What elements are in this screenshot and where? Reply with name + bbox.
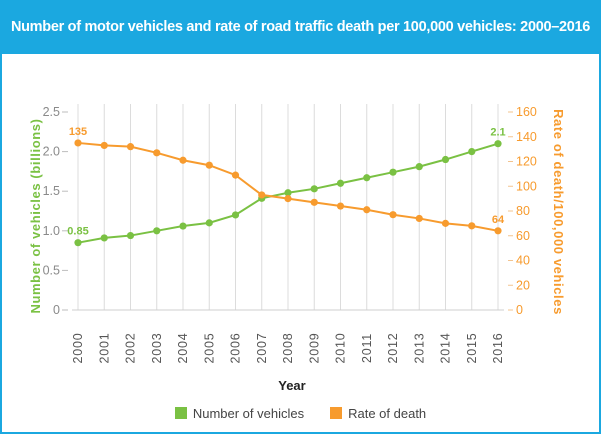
right-axis-title: Rate of death/100,000 vehicles — [551, 109, 566, 315]
data-label-vehicles-2000: 0.85 — [67, 226, 88, 238]
x-tick-label-2005: 2005 — [202, 332, 216, 363]
left-tick-label: 2.5 — [43, 105, 60, 119]
left-tick-label: 1.5 — [43, 184, 60, 198]
chart-title: Number of motor vehicles and rate of roa… — [10, 19, 591, 35]
legend-swatch-death-rate — [330, 407, 343, 419]
x-tick-label-2010: 2010 — [334, 332, 348, 363]
legend-label-vehicles: Number of vehicles — [192, 405, 305, 421]
point-death-rate-2006 — [231, 171, 240, 179]
legend-item-vehicles: Number of vehicles — [174, 405, 305, 421]
x-tick-label-2011: 2011 — [360, 333, 374, 363]
point-vehicles-2004 — [179, 222, 187, 230]
point-vehicles-2006 — [231, 211, 240, 219]
left-tick-label: 2.0 — [43, 145, 60, 159]
left-tick-label: 1.0 — [43, 224, 60, 238]
x-tick-label-2014: 2014 — [439, 332, 453, 363]
point-vehicles-2008 — [284, 189, 292, 197]
x-tick-label-2003: 2003 — [150, 332, 164, 363]
legend-item-death-rate: Rate of death — [330, 406, 426, 421]
point-death-rate-2000 — [74, 139, 82, 147]
point-death-rate-2016 — [494, 227, 502, 235]
point-death-rate-2001 — [100, 141, 108, 150]
right-tick-label: 20 — [516, 278, 530, 292]
x-tick-label-2001: 2001 — [97, 332, 111, 363]
x-tick-label-2013: 2013 — [412, 332, 426, 363]
point-vehicles-2005 — [205, 219, 213, 227]
right-tick-label: 40 — [516, 254, 530, 268]
point-vehicles-2010 — [336, 179, 345, 187]
point-death-rate-2003 — [153, 149, 161, 157]
x-tick-label-2002: 2002 — [124, 332, 138, 363]
point-vehicles-2009 — [310, 185, 318, 193]
legend-label-death-rate: Rate of death — [348, 405, 427, 421]
point-death-rate-2015 — [468, 222, 476, 230]
right-tick-label: 120 — [516, 155, 537, 169]
point-death-rate-2005 — [205, 161, 213, 169]
point-death-rate-2007 — [258, 191, 266, 199]
right-tick-label: 160 — [516, 105, 537, 119]
data-label-vehicles-2016: 2.1 — [490, 127, 505, 139]
right-tick-label: 0 — [516, 303, 523, 317]
right-tick-label: 80 — [516, 204, 530, 218]
point-death-rate-2012 — [389, 211, 397, 219]
x-tick-label-2007: 2007 — [255, 332, 269, 363]
point-vehicles-2015 — [468, 148, 476, 156]
legend: Number of vehicles Rate of death — [0, 402, 601, 424]
x-tick-label-2012: 2012 — [386, 332, 400, 363]
x-tick-label-2016: 2016 — [491, 332, 505, 363]
x-tick-label-2009: 2009 — [307, 332, 321, 363]
point-vehicles-2011 — [363, 174, 371, 182]
right-tick-label: 100 — [516, 179, 537, 193]
point-vehicles-2014 — [441, 155, 450, 164]
point-death-rate-2009 — [310, 198, 318, 206]
data-label-death-rate-2016: 64 — [492, 214, 505, 226]
x-tick-label-2015: 2015 — [465, 332, 479, 363]
x-tick-label-2008: 2008 — [281, 332, 295, 363]
point-death-rate-2010 — [336, 202, 345, 210]
point-vehicles-2012 — [389, 168, 397, 176]
point-vehicles-2013 — [415, 163, 423, 171]
point-death-rate-2004 — [179, 156, 187, 164]
left-tick-label: 0 — [53, 303, 60, 317]
x-tick-label-2006: 2006 — [229, 332, 243, 363]
point-vehicles-2000 — [74, 239, 82, 247]
x-tick-label-2004: 2004 — [176, 332, 190, 363]
point-vehicles-2001 — [100, 234, 108, 242]
point-death-rate-2011 — [363, 206, 371, 214]
point-death-rate-2002 — [126, 143, 135, 151]
point-death-rate-2014 — [441, 219, 450, 227]
data-label-death-rate-2000: 135 — [69, 126, 87, 138]
right-tick-label: 60 — [516, 229, 530, 243]
legend-swatch-vehicles — [174, 407, 187, 419]
x-tick-label-2000: 2000 — [71, 332, 85, 363]
point-vehicles-2016 — [494, 140, 502, 148]
title-bar: Number of motor vehicles and rate of roa… — [0, 0, 601, 54]
right-tick-label: 140 — [516, 130, 537, 144]
left-tick-label: 0.5 — [43, 263, 60, 277]
point-death-rate-2008 — [284, 195, 292, 203]
x-axis-title: Year — [278, 378, 305, 393]
point-vehicles-2003 — [153, 227, 161, 235]
point-vehicles-2002 — [126, 231, 135, 240]
point-death-rate-2013 — [415, 214, 423, 223]
left-axis-title: Number of vehicles (billions) — [28, 118, 43, 313]
